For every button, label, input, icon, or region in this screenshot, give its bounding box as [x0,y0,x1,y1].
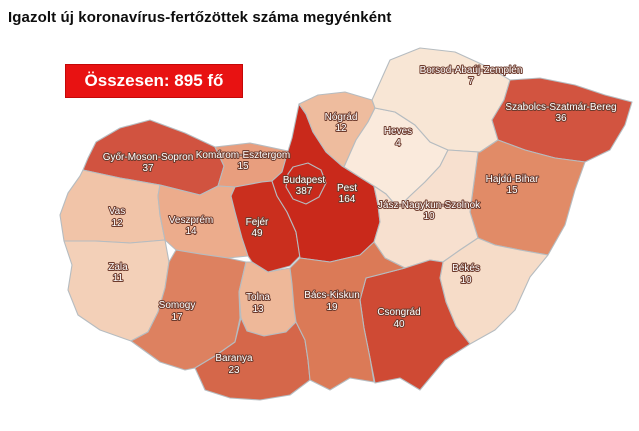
county-label-gyor-moson-sopron: Győr-Moson-Sopron 37 [102,151,195,175]
county-name: Jász-Nagykun-Szolnok [378,200,481,211]
county-label-szabolcs-szatmar-bereg: Szabolcs-Szatmár-Bereg 36 [504,101,617,125]
county-value: 14 [185,226,197,237]
county-value: 10 [423,211,435,222]
county-value: 36 [555,113,567,124]
county-label-somogy: Somogy 17 [158,299,197,324]
county-name: Bács-Kiskun [304,290,360,301]
county-value: 4 [395,138,401,149]
county-value: 40 [393,319,405,330]
county-label-fejer: Fejér 49 [245,216,270,240]
county-label-pest: Pest 164 [336,182,358,206]
county-shape-bacs-kiskun [289,241,406,391]
county-value: 13 [252,304,264,315]
county-shape-budapest [285,162,327,205]
county-label-nograd: Nógrád 12 [324,111,359,135]
county-name: Tolna [246,292,270,303]
county-label-bacs-kiskun: Bács-Kiskun 19 [303,289,361,314]
county-label-bekes: Békés 10 [451,262,481,287]
county-label-veszprem: Veszprém 14 [168,214,214,238]
county-label-jasz-nagykun-szolnok: Jász-Nagykun-Szolnok 10 [377,199,482,223]
county-value: 15 [237,161,249,172]
county-value: 15 [506,185,518,196]
total-badge: Összesen: 895 fő [65,64,243,98]
county-value: 387 [296,186,313,197]
county-name: Komárom-Esztergom [196,150,290,161]
page-title: Igazolt új koronavírus-fertőzöttek száma… [8,9,392,26]
county-value: 37 [142,163,154,174]
county-name: Budapest [283,175,325,186]
county-label-csongrad: Csongrád 40 [376,306,421,331]
county-name: Békés [452,263,480,274]
county-label-borsod-abauj-zemplen: Borsod-Abaúj-Zemplén 7 [419,64,524,88]
county-label-vas: Vas 12 [108,205,127,230]
county-name: Somogy [159,300,196,311]
county-value: 12 [111,218,123,229]
county-label-zala: Zala 11 [107,261,129,285]
county-name: Baranya [215,353,253,364]
county-value: 11 [113,273,124,284]
county-value: 7 [468,76,474,87]
county-label-komarom-esztergom: Komárom-Esztergom 15 [195,149,291,173]
county-label-heves: Heves 4 [383,125,413,150]
county-name: Borsod-Abaúj-Zemplén [420,65,523,76]
county-value: 19 [326,302,338,313]
county-label-hajdu-bihar: Hajdú-Bihar 15 [485,173,540,197]
county-name: Győr-Moson-Sopron [103,152,194,163]
county-name: Pest [337,183,357,194]
county-label-budapest: Budapest 387 [282,174,326,198]
county-name: Heves [384,126,412,137]
county-name: Szabolcs-Szatmár-Bereg [505,102,616,113]
county-name: Hajdú-Bihar [486,174,539,185]
county-value: 49 [251,228,263,239]
county-name: Veszprém [169,215,213,226]
county-name: Fejér [246,217,269,228]
county-value: 164 [339,194,356,205]
county-value: 12 [335,123,347,134]
county-label-tolna: Tolna 13 [245,291,271,316]
county-name: Zala [108,262,128,273]
county-value: 17 [171,312,183,323]
county-name: Csongrád [377,307,420,318]
county-value: 10 [460,275,472,286]
county-value: 23 [228,365,240,376]
county-label-baranya: Baranya 23 [214,352,254,377]
county-name: Vas [109,206,126,217]
county-shape-szabolcs-szatmar-bereg [491,77,633,163]
county-name: Nógrád [325,112,358,123]
